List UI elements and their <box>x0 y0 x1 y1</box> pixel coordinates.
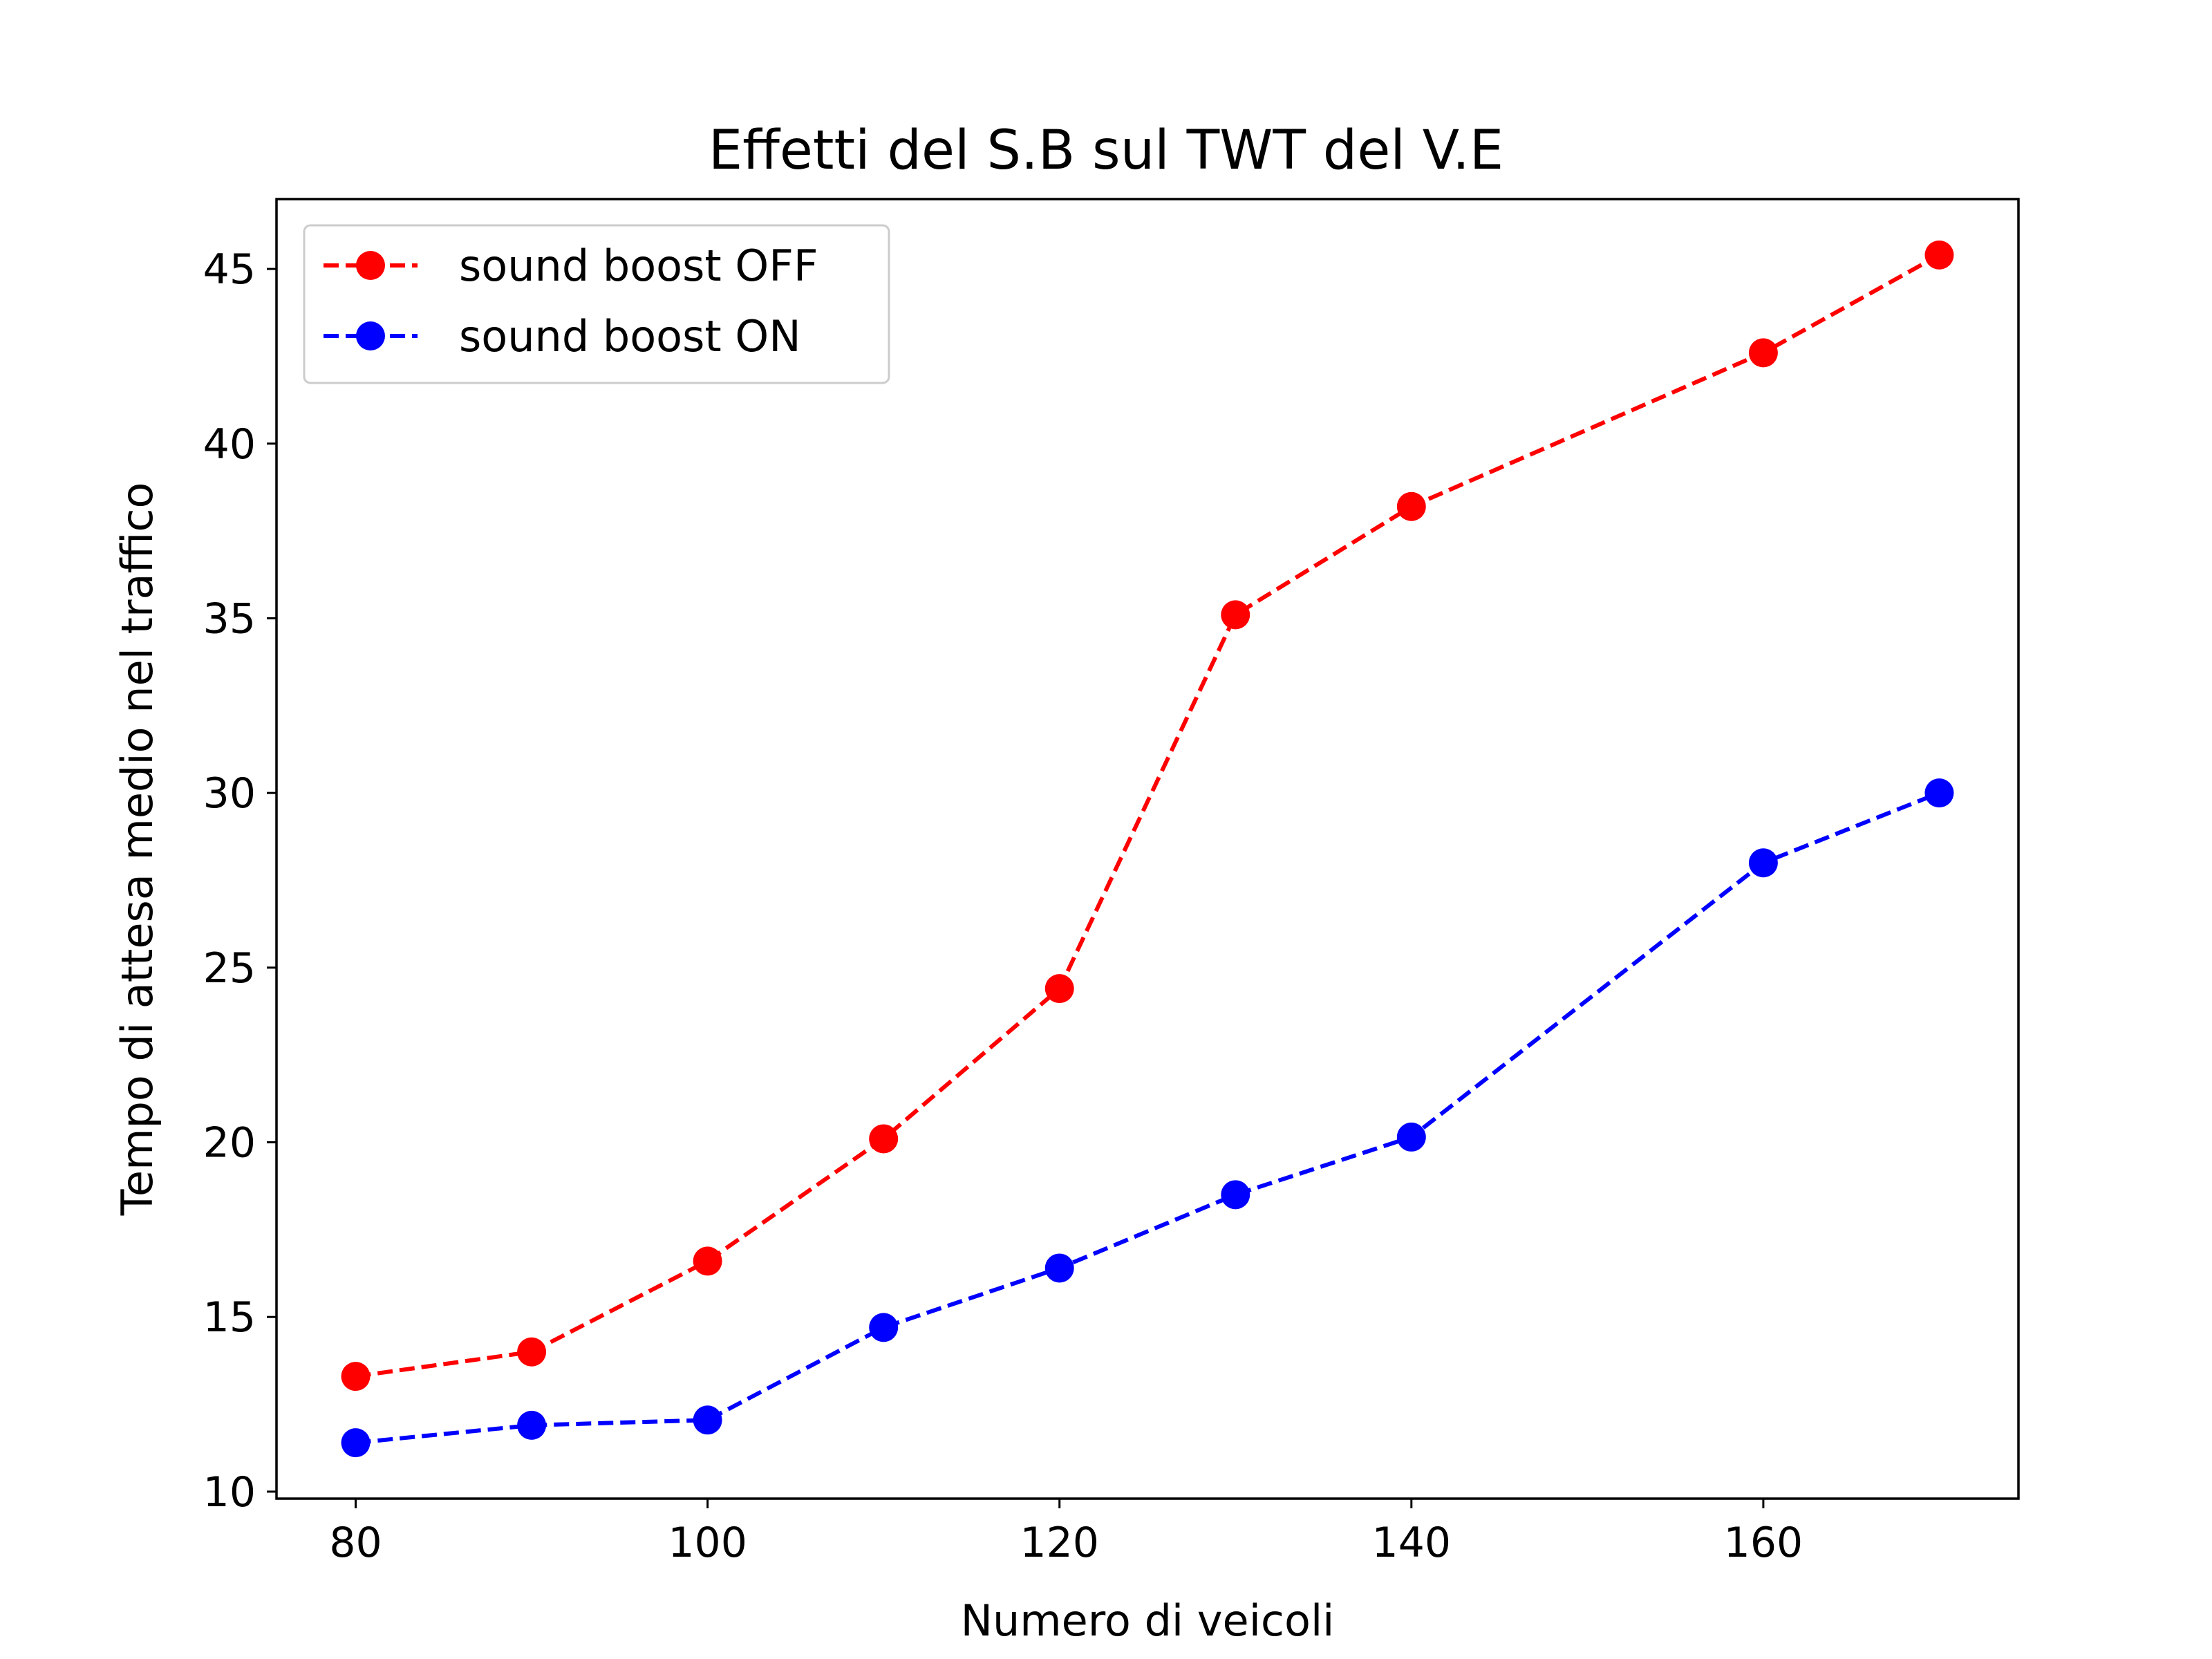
chart-title: Effetti del S.B sul TWT del V.E <box>709 120 1503 182</box>
data-point-off <box>693 1246 722 1276</box>
legend-label-on: sound boost ON <box>459 311 801 362</box>
y-axis-ticks: 10 15 20 25 30 35 40 45 <box>203 245 276 1517</box>
data-point-off <box>1748 338 1778 368</box>
legend-box <box>303 224 890 384</box>
x-axis-ticks: 80 100 120 140 160 <box>329 1499 1803 1567</box>
data-point-on <box>1924 778 1954 808</box>
data-point-off <box>517 1337 547 1367</box>
y-tick-label: 25 <box>203 944 256 993</box>
data-point-off <box>1396 491 1426 521</box>
data-point-off <box>1221 600 1250 630</box>
y-tick-label: 20 <box>203 1119 256 1168</box>
x-tick-label: 80 <box>329 1519 382 1567</box>
data-point-on <box>693 1405 722 1435</box>
y-tick-label: 10 <box>203 1468 256 1517</box>
y-axis-label: Tempo di attesa medio nel traffico <box>112 482 162 1217</box>
legend: sound boost OFF sound boost ON <box>303 224 890 384</box>
data-point-off <box>869 1124 899 1154</box>
data-point-off <box>341 1362 371 1391</box>
legend-label-off: sound boost OFF <box>459 241 818 291</box>
y-tick-label: 15 <box>203 1293 256 1342</box>
y-tick-label: 30 <box>203 769 256 818</box>
x-axis-label: Numero di veicoli <box>961 1595 1335 1646</box>
data-point-on <box>1221 1180 1250 1210</box>
x-tick-label: 100 <box>668 1519 747 1567</box>
data-point-on <box>341 1428 371 1458</box>
series-layer <box>341 240 1954 1458</box>
data-point-on <box>1748 848 1778 878</box>
plot-area-frame <box>275 198 2020 1500</box>
data-point-on <box>869 1313 899 1342</box>
y-tick-label: 35 <box>203 594 256 643</box>
data-point-off <box>1924 240 1954 270</box>
legend-marker-on <box>356 321 385 350</box>
x-tick-label: 140 <box>1372 1519 1452 1567</box>
y-tick-label: 40 <box>203 420 256 469</box>
data-point-on <box>517 1410 547 1440</box>
data-point-on <box>1044 1253 1074 1283</box>
data-point-on <box>1396 1122 1426 1152</box>
y-tick-label: 45 <box>203 245 256 294</box>
x-tick-label: 160 <box>1724 1519 1803 1567</box>
x-tick-label: 120 <box>1020 1519 1099 1567</box>
legend-marker-off <box>356 251 385 280</box>
data-point-off <box>1044 974 1074 1004</box>
